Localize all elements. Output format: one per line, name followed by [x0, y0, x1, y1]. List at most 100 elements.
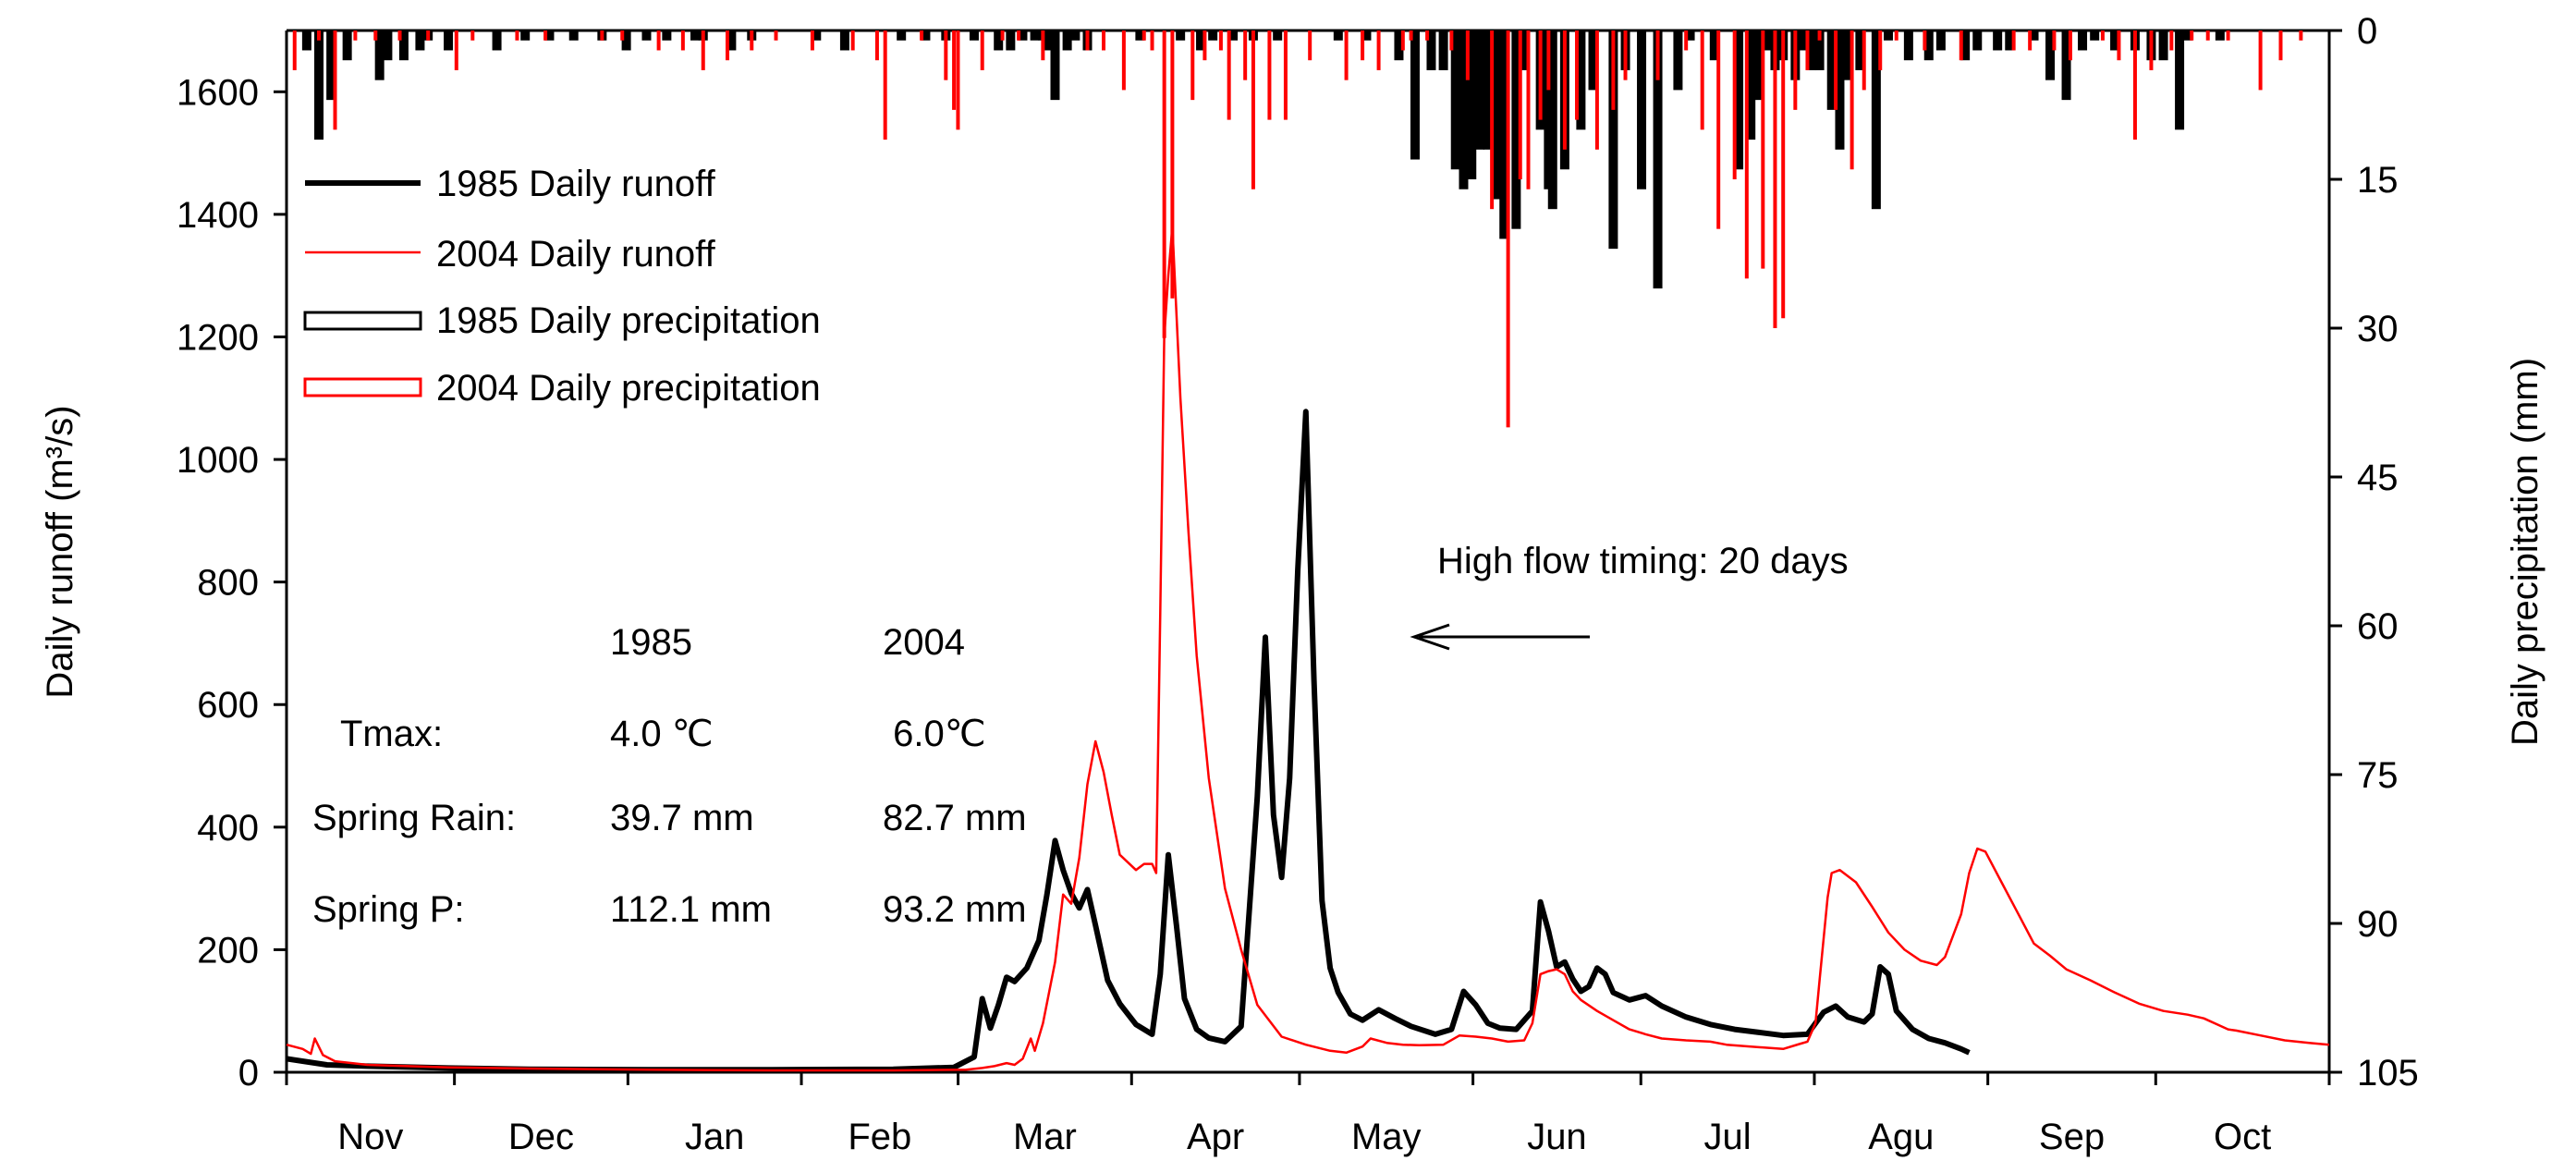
precip-2004-bar-46 — [1308, 31, 1312, 61]
y-right-tick-label-75: 75 — [2357, 755, 2399, 796]
precip-1985-bar-108 — [2215, 31, 2225, 41]
precip-2004-bar-72 — [1761, 31, 1765, 269]
precip-1985-bar-22 — [812, 31, 822, 41]
stats-row-spring-p-1985: 112.1 mm — [610, 889, 772, 930]
precip-1985-bar-50 — [1426, 31, 1436, 70]
precip-1985-bar-74 — [1734, 31, 1744, 170]
precip-1985-bar-17 — [662, 31, 672, 41]
precip-2004-bar-69 — [1716, 31, 1721, 229]
precip-2004-bar-44 — [1267, 31, 1272, 120]
precip-2004-bar-4 — [373, 31, 378, 41]
precip-2004-bar-27 — [980, 31, 984, 70]
precip-2004-bar-77 — [1817, 31, 1822, 41]
precip-2004-bar-25 — [952, 31, 957, 110]
precip-2004-bar-29 — [1017, 31, 1021, 41]
precip-2004-bar-5 — [397, 31, 402, 41]
precip-2004-bar-56 — [1506, 31, 1510, 428]
precip-2004-bar-92 — [2149, 31, 2154, 70]
x-month-label-nov: Nov — [337, 1117, 403, 1157]
precip-2004-bar-31 — [1085, 31, 1090, 51]
precip-1985-bar-84 — [1826, 31, 1837, 110]
precip-2004-bar-79 — [1850, 31, 1854, 170]
precip-2004-bar-86 — [2028, 31, 2033, 51]
precip-1985-bar-100 — [2078, 31, 2088, 51]
precip-1985-bar-67 — [1608, 31, 1618, 250]
precip-1985-bar-72 — [1685, 31, 1695, 41]
precip-2004-bar-45 — [1283, 31, 1288, 120]
precip-1985-bar-105 — [2158, 31, 2168, 61]
y-left-axis-unit: (m³/s) — [40, 405, 80, 501]
precip-1985-bar-28 — [994, 31, 1004, 51]
precip-1985-bar-69 — [1637, 31, 1647, 189]
y-left-tick-label-1600: 1600 — [177, 72, 259, 113]
y-right-axis-title: Daily precipitation (mm) — [2505, 358, 2545, 746]
precip-1985-bar-16 — [641, 31, 652, 41]
precip-1985-bar-102 — [2110, 31, 2120, 51]
precip-1985-bar-15 — [621, 31, 631, 51]
y-left-axis-title: Daily runoff (m³/s) — [40, 405, 80, 698]
stats-row-tmax-label: Tmax: — [340, 714, 443, 754]
precip-1985-bar-0 — [301, 31, 311, 51]
precip-1985-bar-87 — [1855, 31, 1865, 70]
legend-label-2004-runoff: 2004 Daily runoff — [436, 234, 716, 275]
precip-2004-bar-49 — [1376, 31, 1381, 70]
precip-1985-bar-3 — [342, 31, 352, 61]
precip-1985-bar-13 — [568, 31, 579, 41]
precip-2004-bar-38 — [1190, 31, 1195, 101]
precip-2004-bar-76 — [1805, 31, 1810, 70]
precip-1985-bar-29 — [1006, 31, 1016, 51]
x-month-label-apr: Apr — [1187, 1117, 1244, 1157]
x-month-label-jun: Jun — [1527, 1117, 1587, 1157]
precip-2004-bar-14 — [680, 31, 685, 51]
precip-2004-bar-3 — [353, 31, 358, 41]
x-month-label-may: May — [1351, 1117, 1422, 1157]
precip-1985-bar-73 — [1709, 31, 1719, 61]
precip-2004-bar-2 — [333, 31, 337, 130]
precip-1985-bar-81 — [1799, 31, 1809, 51]
precip-2004-bar-28 — [1000, 31, 1005, 41]
precip-2004-bar-26 — [956, 31, 960, 130]
precip-1985-bar-30 — [1018, 31, 1028, 41]
precip-1985-bar-24 — [897, 31, 907, 41]
precip-2004-bar-43 — [1251, 31, 1255, 189]
precip-2004-bar-53 — [1449, 31, 1454, 51]
precip-1985-bar-76 — [1753, 31, 1764, 101]
precip-2004-bar-61 — [1562, 31, 1567, 150]
precip-2004-bar-32 — [1102, 31, 1105, 51]
precip-1985-bar-4 — [374, 31, 385, 80]
y-right-tick-label-105: 105 — [2357, 1053, 2419, 1094]
stats-row-tmax-1985: 4.0 ℃ — [610, 714, 714, 754]
precip-2004-bar-23 — [920, 31, 924, 41]
precip-1985-bar-89 — [1883, 31, 1893, 41]
y-left-tick-label-800: 800 — [197, 563, 259, 604]
precip-2004-bar-11 — [600, 31, 604, 41]
precip-1985-bar-77 — [1762, 31, 1772, 51]
precip-2004-bar-55 — [1490, 31, 1495, 210]
stats-row-spring-rain-2004: 82.7 mm — [883, 798, 1027, 838]
stats-row-spring-rain-1985: 39.7 mm — [610, 798, 754, 838]
x-month-label-jul: Jul — [1704, 1117, 1752, 1157]
precip-1985-bar-71 — [1673, 31, 1683, 91]
stats-row-spring-rain-label: Spring Rain: — [312, 798, 516, 838]
precip-2004-bar-40 — [1218, 31, 1223, 51]
y-left-tick-label-1400: 1400 — [177, 195, 259, 236]
precip-2004-bar-80 — [1862, 31, 1866, 91]
precip-2004-bar-82 — [1894, 31, 1898, 41]
y-right-tick-label-60: 60 — [2357, 606, 2399, 647]
precip-1985-bar-57 — [1491, 31, 1501, 200]
y-right-tick-label-90: 90 — [2357, 904, 2399, 945]
precip-1985-bar-94 — [1972, 31, 1983, 51]
timing-annotation-text: High flow timing: 20 days — [1437, 541, 1849, 581]
precip-1985-bar-92 — [1935, 31, 1946, 51]
precip-2004-bar-1 — [317, 31, 322, 41]
precip-2004-bar-13 — [656, 31, 661, 51]
precip-2004-bar-37 — [1170, 31, 1175, 299]
precip-1985-bar-86 — [1843, 31, 1853, 80]
timing-arrow-head — [1410, 623, 1450, 651]
precip-1985-bar-65 — [1576, 31, 1586, 130]
precip-1985-bar-88 — [1871, 31, 1881, 210]
precip-1985-bar-37 — [1070, 31, 1080, 41]
x-axis-ticks: Nov Dec Jan Feb Mar Apr May Jun Jul Agu Sep Oct — [285, 1072, 2331, 1157]
precip-1985-bar-1 — [314, 31, 324, 141]
